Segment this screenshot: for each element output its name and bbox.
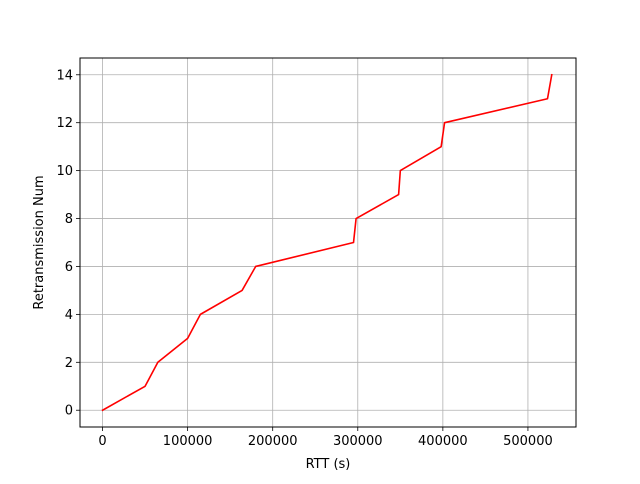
y-tick-label: 4 <box>65 308 73 323</box>
x-tick-label: 300000 <box>333 434 383 449</box>
x-tick-label: 100000 <box>163 434 213 449</box>
y-tick-label: 8 <box>65 212 73 227</box>
series-line <box>101 73 553 412</box>
grid-lines <box>80 58 576 427</box>
plot-area-frame <box>79 57 577 428</box>
y-axis-label: Retransmission Num <box>32 175 47 309</box>
x-tick-label: 200000 <box>248 434 298 449</box>
series-layer <box>101 73 553 412</box>
y-tick-label: 2 <box>65 356 73 371</box>
y-tick-label: 10 <box>56 164 73 179</box>
y-tick-label: 12 <box>56 116 73 131</box>
axis-ticks: 0 100000 200000 300000 400000 500000 0 2 4 6 8 10 12… <box>56 68 552 449</box>
x-tick-label: 0 <box>98 434 106 449</box>
x-axis-label: RTT (s) <box>306 457 351 472</box>
y-tick-label: 6 <box>65 260 73 275</box>
y-tick-label: 0 <box>65 404 73 419</box>
y-tick-label: 14 <box>56 68 73 83</box>
x-tick-label: 400000 <box>418 434 468 449</box>
x-tick-label: 500000 <box>503 434 553 449</box>
